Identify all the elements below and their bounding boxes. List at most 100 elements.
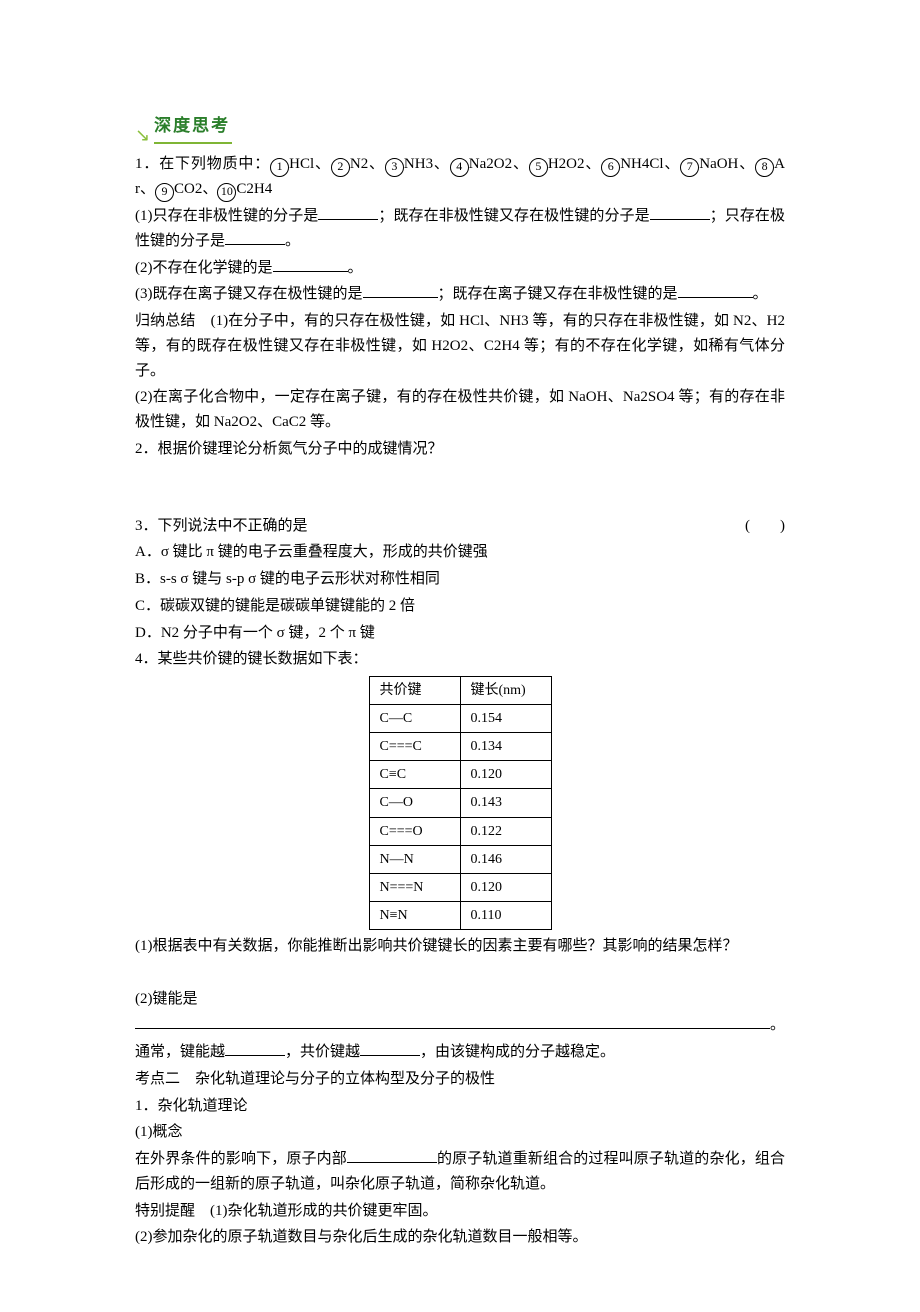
cell-bond: C===C — [369, 733, 460, 761]
cell-len: 0.143 — [460, 789, 551, 817]
blank-5[interactable] — [363, 297, 438, 298]
blank-7[interactable] — [225, 1055, 285, 1056]
kd2-line-a: 在外界条件的影响下，原子内部 — [135, 1151, 347, 1167]
cell-len: 0.154 — [460, 705, 551, 733]
cell-len: 0.120 — [460, 873, 551, 901]
kd2-title: 考点二 杂化轨道理论与分子的立体构型及分子的极性 — [135, 1067, 785, 1092]
kd2-h1-1: (1)概念 — [135, 1120, 785, 1145]
table-row: C===C0.134 — [369, 733, 551, 761]
sub-3: NH3 — [404, 156, 433, 172]
q1-part2: (2)不存在化学键的是 。 — [135, 256, 785, 281]
col-bond: 共价键 — [369, 677, 460, 705]
q4-p2b: 通常，键能越 ，共价键越 ，由该键构成的分子越稳定。 — [135, 1040, 785, 1065]
q4-table-wrap: 共价键 键长(nm) C—C0.154 C===C0.134 C≡C0.120 … — [135, 676, 785, 930]
table-row: C≡C0.120 — [369, 761, 551, 789]
blank-8[interactable] — [360, 1055, 420, 1056]
kd2-line: 在外界条件的影响下，原子内部的原子轨道重新组合的过程叫原子轨道的杂化，组合后形成… — [135, 1147, 785, 1197]
summary-2: (2)在离子化合物中，一定存在离子键，有的存在极性共价键，如 NaOH、Na2S… — [135, 385, 785, 435]
q1-p2a: (2)不存在化学键的是 — [135, 260, 273, 276]
q4-stem: 4．某些共价键的键长数据如下表： — [135, 647, 785, 672]
q3-stem: 3．下列说法中不正确的是 — [135, 514, 308, 539]
blank-3[interactable] — [225, 244, 285, 245]
q1-stem-text: 1．在下列物质中： — [135, 156, 270, 172]
num-3: 3 — [385, 158, 404, 177]
q4-p2b-a: 通常，键能越 — [135, 1044, 225, 1060]
kd2-tip1: 特别提醒 (1)杂化轨道形成的共价键更牢固。 — [135, 1199, 785, 1224]
blank-4[interactable] — [273, 271, 348, 272]
num-9: 9 — [155, 183, 174, 202]
q1-p1d: 。 — [285, 233, 300, 249]
q1-p3a: (3)既存在离子键又存在极性键的是 — [135, 286, 363, 302]
q3-d: D．N2 分子中有一个 σ 键，2 个 π 键 — [135, 621, 785, 646]
q1-stem: 1．在下列物质中：1HCl、2N2、3NH3、4Na2O2、5H2O2、6NH4… — [135, 152, 785, 202]
kd2-tip2: (2)参加杂化的原子轨道数目与杂化后生成的杂化轨道数目一般相等。 — [135, 1225, 785, 1250]
table-row: N≡N0.110 — [369, 901, 551, 929]
blank-9[interactable] — [347, 1162, 437, 1163]
blank-6[interactable] — [678, 297, 753, 298]
blank-long[interactable] — [135, 1028, 770, 1029]
table-row: N—N0.146 — [369, 845, 551, 873]
summary-1: 归纳总结 (1)在分子中，有的只存在极性键，如 HCl、NH3 等，有的只存在非… — [135, 309, 785, 383]
section-header: ↘ 深度思考 — [135, 112, 785, 144]
table-row: C—O0.143 — [369, 789, 551, 817]
q2: 2．根据价键理论分析氮气分子中的成键情况？ — [135, 437, 785, 462]
q2-answer-space — [135, 464, 785, 512]
cell-bond: C—C — [369, 705, 460, 733]
q4-p2a: (2)键能是 — [135, 987, 785, 1012]
sub-9: CO2 — [174, 181, 202, 197]
q4-trail: 。 — [770, 1017, 785, 1033]
cell-len: 0.146 — [460, 845, 551, 873]
num-5: 5 — [529, 158, 548, 177]
q1-p2b: 。 — [348, 260, 363, 276]
cell-bond: N===N — [369, 873, 460, 901]
q4-p2b-b: ，共价键越 — [285, 1044, 360, 1060]
table-row: C—C0.154 — [369, 705, 551, 733]
blank-1[interactable] — [318, 219, 378, 220]
summary-s1: (1)在分子中，有的只存在极性键，如 HCl、NH3 等，有的只存在非极性键，如… — [135, 313, 785, 379]
sub-5: H2O2 — [548, 156, 585, 172]
q3-stem-row: 3．下列说法中不正确的是 ( ) — [135, 514, 785, 539]
cell-bond: N≡N — [369, 901, 460, 929]
sub-4: Na2O2 — [469, 156, 512, 172]
table-row: C===O0.122 — [369, 817, 551, 845]
q4-p2-line: 。 — [135, 1013, 785, 1038]
q3-paren[interactable]: ( ) — [745, 514, 785, 539]
blank-2[interactable] — [650, 219, 710, 220]
num-2: 2 — [331, 158, 350, 177]
q1-part3: (3)既存在离子键又存在极性键的是 ；既存在离子键又存在非极性键的是 。 — [135, 282, 785, 307]
cell-bond: C≡C — [369, 761, 460, 789]
q1-p3c: 。 — [753, 286, 768, 302]
bond-length-table: 共价键 键长(nm) C—C0.154 C===C0.134 C≡C0.120 … — [369, 676, 552, 930]
num-7: 7 — [680, 158, 699, 177]
table-header-row: 共价键 键长(nm) — [369, 677, 551, 705]
q1-part1: (1)只存在非极性键的分子是；既存在非极性键又存在极性键的分子是；只存在极性键的… — [135, 204, 785, 254]
cell-bond: N—N — [369, 845, 460, 873]
page-container: ↘ 深度思考 1．在下列物质中：1HCl、2N2、3NH3、4Na2O2、5H2… — [0, 0, 920, 1312]
q1-p1b: ；既存在非极性键又存在极性键的分子是 — [378, 208, 649, 224]
q4-p2b-c: ，由该键构成的分子越稳定。 — [420, 1044, 615, 1060]
q3-b: B．s-s σ 键与 s-p σ 键的电子云形状对称性相同 — [135, 567, 785, 592]
cell-bond: C===O — [369, 817, 460, 845]
sub-10: C2H4 — [236, 181, 272, 197]
sub-2: N2 — [350, 156, 368, 172]
sub-6: NH4Cl — [620, 156, 663, 172]
cell-len: 0.110 — [460, 901, 551, 929]
col-length: 键长(nm) — [460, 677, 551, 705]
header-underline: 深度思考 — [154, 112, 232, 144]
kd2-tip1-text: (1)杂化轨道形成的共价键更牢固。 — [210, 1203, 438, 1219]
num-10: 10 — [217, 183, 236, 202]
header-arrow-icon: ↘ — [135, 126, 150, 144]
table-row: N===N0.120 — [369, 873, 551, 901]
cell-len: 0.120 — [460, 761, 551, 789]
cell-len: 0.122 — [460, 817, 551, 845]
sub-1: HCl — [289, 156, 314, 172]
num-4: 4 — [450, 158, 469, 177]
cell-bond: C—O — [369, 789, 460, 817]
header-title: 深度思考 — [154, 112, 230, 140]
q3-a: A．σ 键比 π 键的电子云重叠程度大，形成的共价键强 — [135, 540, 785, 565]
num-8: 8 — [755, 158, 774, 177]
q1-p3b: ；既存在离子键又存在非极性键的是 — [438, 286, 678, 302]
kd2-h1: 1．杂化轨道理论 — [135, 1094, 785, 1119]
num-6: 6 — [601, 158, 620, 177]
kd2-tip-lead: 特别提醒 — [135, 1203, 210, 1219]
